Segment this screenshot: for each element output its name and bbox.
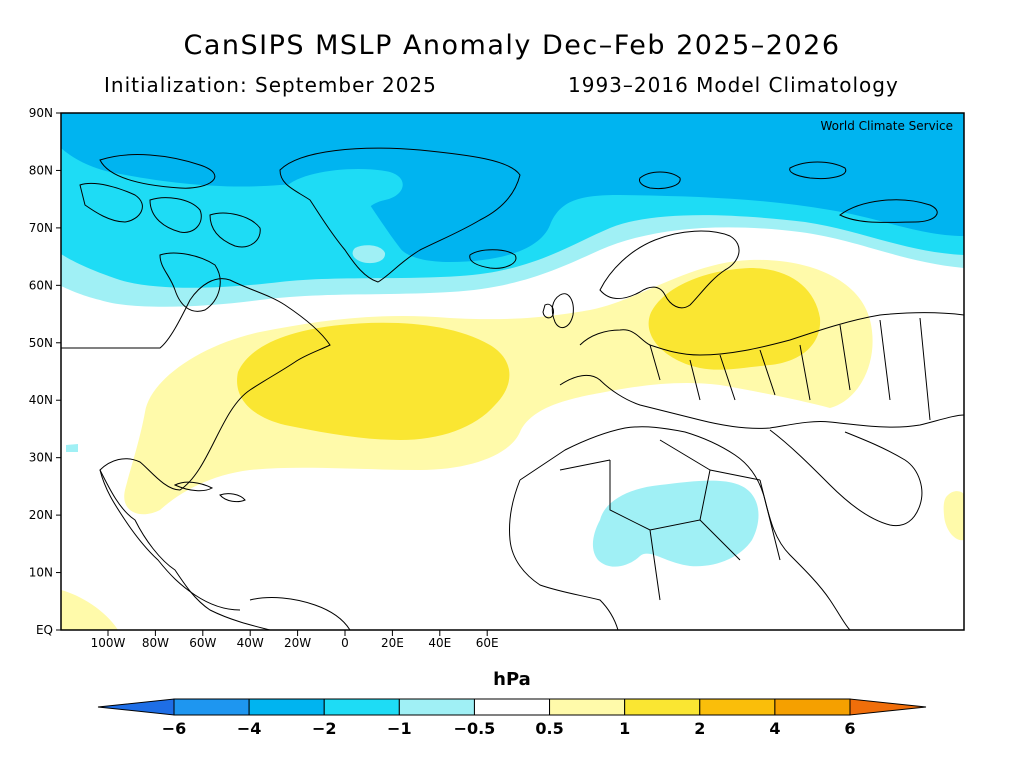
lon-label: 20W	[284, 636, 311, 650]
lon-label: 40E	[428, 636, 451, 650]
colorbar-labels: −6 −4 −2 −1 −0.5 0.5 1 2 4 6	[162, 719, 856, 738]
lon-label: 60E	[476, 636, 499, 650]
colorbar-label: 2	[694, 719, 705, 738]
colorbar-arrow-high	[849, 698, 927, 716]
colorbar-unit: hPa	[493, 669, 531, 690]
initialization-label: Initialization: September 2025	[104, 73, 437, 97]
lon-label: 20E	[381, 636, 404, 650]
coastlines	[61, 147, 964, 630]
lat-label: 70N	[29, 221, 53, 235]
map-frame	[60, 112, 965, 631]
anomaly-region-neg-0.5-sahara	[592, 480, 759, 567]
colorbar-label: −6	[162, 719, 187, 738]
colorbar-box	[549, 698, 626, 716]
credit-label: World Climate Service	[820, 119, 953, 133]
longitude-axis: 100W 80W 60W 40W 20W 0 20E 40E 60E	[91, 630, 499, 650]
anomaly-region-neg-2-4	[61, 113, 964, 262]
colorbar-label: −0.5	[454, 719, 496, 738]
colorbar-boxes	[97, 698, 927, 716]
anomaly-region-neg-0.5-1-greenland	[352, 245, 386, 264]
colorbar-box	[323, 698, 400, 716]
lon-label: 60W	[189, 636, 216, 650]
anomaly-region-neg-0.5-westedge	[66, 444, 78, 452]
lat-label: 10N	[29, 566, 53, 580]
colorbar-label: −1	[387, 719, 412, 738]
lat-label: 50N	[29, 336, 53, 350]
anomaly-region-pos-1-2-atlantic	[237, 322, 510, 440]
lat-label: 90N	[29, 106, 53, 120]
anomaly-region-pos-0.5-equator	[61, 590, 118, 630]
colorbar-box	[699, 698, 776, 716]
colorbar-label: 1	[619, 719, 630, 738]
lon-label: 80W	[142, 636, 169, 650]
map-title: CanSIPS MSLP Anomaly Dec–Feb 2025–2026	[183, 30, 841, 61]
colorbar-label: 6	[844, 719, 855, 738]
lon-label: 0	[341, 636, 349, 650]
colorbar-label: −2	[312, 719, 337, 738]
colorbar-box	[398, 698, 475, 716]
lat-label: 20N	[29, 508, 53, 522]
colorbar-box	[248, 698, 325, 716]
lon-label: 40W	[237, 636, 264, 650]
colorbar-label: −4	[237, 719, 262, 738]
lat-label: 60N	[29, 278, 53, 292]
lat-label: 30N	[29, 451, 53, 465]
anomaly-region-neg-1-2-greenland	[284, 168, 403, 254]
colorbar-label: 0.5	[535, 719, 563, 738]
colorbar-box	[774, 698, 851, 716]
lon-label: 100W	[91, 636, 126, 650]
anomaly-region-pos-0.5-arabia	[943, 491, 964, 541]
colorbar-arrow-low	[97, 698, 175, 716]
lat-label: 80N	[29, 163, 53, 177]
anomaly-region-pos-1-2-europe	[648, 268, 821, 370]
colorbar-label: 4	[769, 719, 780, 738]
climatology-label: 1993–2016 Model Climatology	[568, 73, 899, 97]
colorbar-box	[473, 698, 551, 716]
lat-label: EQ	[36, 623, 53, 637]
colorbar-box	[173, 698, 250, 716]
latitude-axis: 90N 80N 70N 60N 50N 40N 30N 20N 10N EQ	[29, 106, 61, 637]
colorbar-box	[624, 698, 701, 716]
lat-label: 40N	[29, 393, 53, 407]
map-area: World Climate Service	[61, 113, 964, 630]
